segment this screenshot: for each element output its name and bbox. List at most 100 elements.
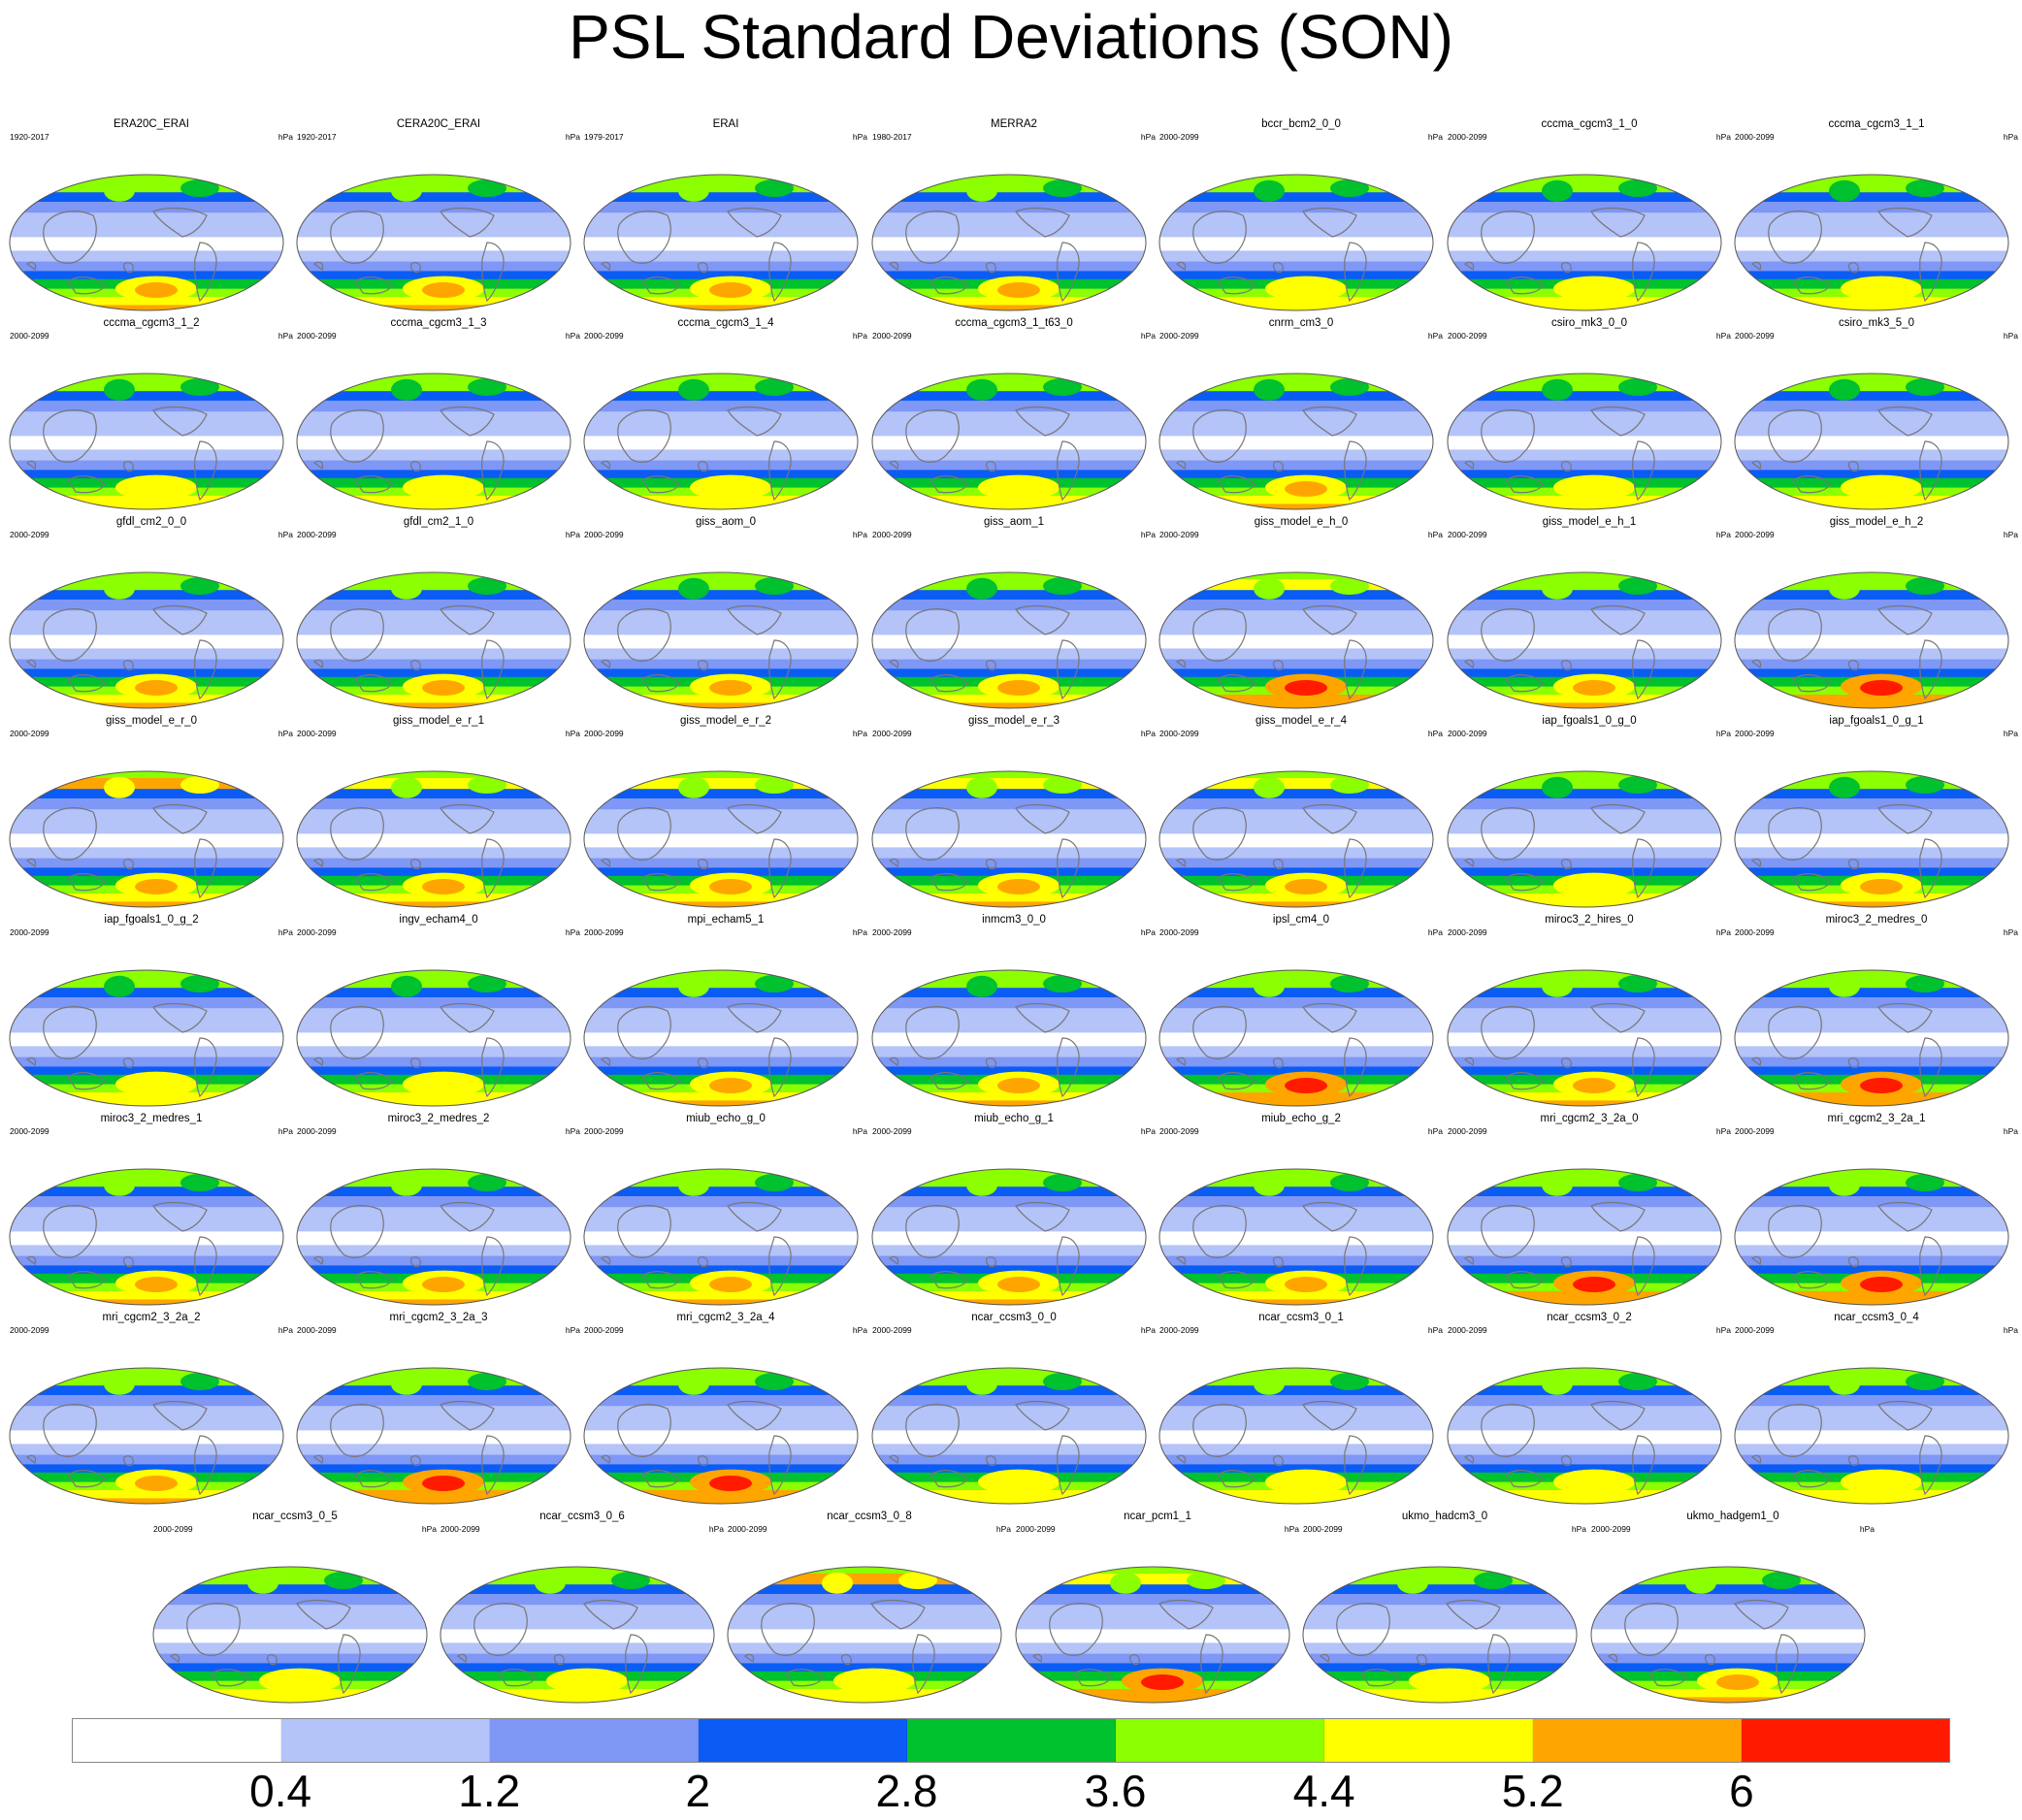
contour-band — [1735, 771, 2008, 779]
coastline — [67, 873, 106, 892]
contour-band — [1016, 1629, 1289, 1643]
panel-title: ncar_ccsm3_0_6 — [539, 1511, 625, 1522]
coastline — [312, 1454, 324, 1464]
north-max-blob — [1618, 179, 1657, 197]
contour-band — [584, 579, 858, 591]
contour-band — [1159, 181, 1433, 193]
north-max-blob — [1618, 577, 1657, 595]
panel-years: 2000-2099 — [1735, 331, 1775, 341]
coastline — [1217, 1470, 1256, 1488]
coastline — [1175, 460, 1187, 470]
panel-map — [152, 1566, 428, 1704]
panel-units: hPa — [1140, 1126, 1156, 1136]
contour-band — [1448, 778, 1721, 790]
map-panel: miroc3_2_medres_1 2000-2099 hPa — [8, 1113, 295, 1316]
north-max-blob — [1829, 577, 1860, 600]
panel-years: 2000-2099 — [1448, 530, 1487, 539]
contour-band — [1159, 422, 1433, 437]
coastline — [912, 1634, 935, 1695]
contour-band — [584, 1186, 858, 1197]
north-max-blob — [1829, 776, 1860, 798]
map-border — [9, 770, 284, 908]
coastline — [1175, 1454, 1187, 1464]
panel-title: mri_cgcm2_3_2a_0 — [1540, 1113, 1639, 1124]
contour-band — [872, 970, 1146, 978]
contour-band — [1159, 271, 1433, 280]
coastline — [330, 409, 384, 463]
contour-band — [1303, 1584, 1577, 1595]
contour-band — [872, 1245, 1146, 1257]
contour-band — [1159, 1169, 1433, 1177]
contour-band — [872, 1056, 1146, 1067]
panel-units: hPa — [852, 132, 867, 142]
contour-band — [1448, 380, 1721, 392]
coastline — [1505, 1470, 1544, 1488]
contour-band — [584, 847, 858, 860]
contour-band — [872, 809, 1146, 821]
map-border — [1158, 1168, 1434, 1306]
contour-band — [297, 1032, 571, 1047]
map-border — [9, 373, 284, 510]
contour-band — [1016, 1605, 1289, 1616]
contour-band — [1448, 621, 1721, 635]
north-max-blob — [391, 1174, 422, 1196]
panel-years: 2000-2099 — [297, 331, 337, 341]
coastline — [727, 803, 782, 834]
north-max-blob — [1906, 1373, 1944, 1390]
coastline — [1632, 838, 1655, 899]
north-max-blob — [678, 1174, 709, 1196]
contour-band — [1159, 202, 1433, 213]
north-max-blob — [104, 577, 135, 600]
contour-band — [1159, 1092, 1433, 1101]
north-max-blob — [468, 179, 506, 197]
contour-band — [297, 833, 571, 848]
colorbar-box — [73, 1719, 281, 1762]
coastline — [1302, 1400, 1357, 1431]
panel-years: 2000-2099 — [584, 1325, 624, 1335]
panel-units: hPa — [565, 927, 580, 937]
contour-band — [10, 997, 283, 1009]
contour-band — [1735, 1406, 2008, 1417]
coastline — [1848, 1455, 1859, 1467]
coastline — [768, 440, 792, 502]
coastline — [481, 1037, 505, 1098]
coastline — [698, 1455, 708, 1467]
contour-band — [297, 809, 571, 821]
contour-band — [1159, 600, 1433, 611]
contour-band — [584, 380, 858, 392]
south-max-blob — [709, 879, 752, 894]
contour-band — [872, 1196, 1146, 1208]
coastline — [929, 674, 968, 693]
contour-band — [1591, 1642, 1865, 1655]
contour-band — [1735, 659, 2008, 669]
coastline — [152, 1201, 208, 1232]
contour-band — [728, 1615, 1001, 1630]
contour-band — [10, 504, 283, 509]
north-max-blob — [1187, 1572, 1225, 1589]
coastline — [1792, 1271, 1831, 1289]
contour-band — [584, 271, 858, 280]
contour-band — [872, 1207, 1146, 1219]
south-max-blob — [1285, 680, 1327, 696]
map-panel: mri_cgcm2_3_2a_3 2000-2099 hPa — [295, 1312, 582, 1515]
south-max-blob — [135, 1078, 178, 1093]
panel-years: 2000-2099 — [1591, 1524, 1631, 1534]
coastline — [1463, 1454, 1475, 1464]
panel-map — [871, 1367, 1147, 1505]
contour-band — [1303, 1697, 1577, 1703]
panel-years: 2000-2099 — [10, 530, 49, 539]
coastline — [727, 1400, 782, 1431]
contour-band — [1159, 1186, 1433, 1197]
contour-band — [10, 621, 283, 635]
coastline — [1632, 639, 1655, 700]
contour-band — [10, 809, 283, 821]
coastline — [1344, 1236, 1367, 1297]
contour-band — [1735, 504, 2008, 509]
coastline — [785, 1669, 824, 1687]
contour-band — [584, 1196, 858, 1208]
contour-band — [872, 401, 1146, 412]
contour-band — [584, 1169, 858, 1177]
contour-band — [872, 988, 1146, 998]
contour-band — [1448, 572, 1721, 580]
map-panel: cnrm_cm3_0 2000-2099 hPa — [1158, 317, 1445, 521]
